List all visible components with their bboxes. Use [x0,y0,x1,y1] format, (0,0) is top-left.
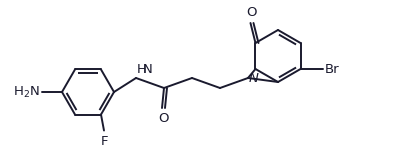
Text: N: N [249,73,259,85]
Text: O: O [246,6,257,19]
Text: H$_2$N: H$_2$N [13,84,40,100]
Text: Br: Br [325,63,339,76]
Text: F: F [100,134,108,148]
Text: O: O [158,112,168,125]
Text: H: H [137,63,147,76]
Text: N: N [143,63,153,76]
